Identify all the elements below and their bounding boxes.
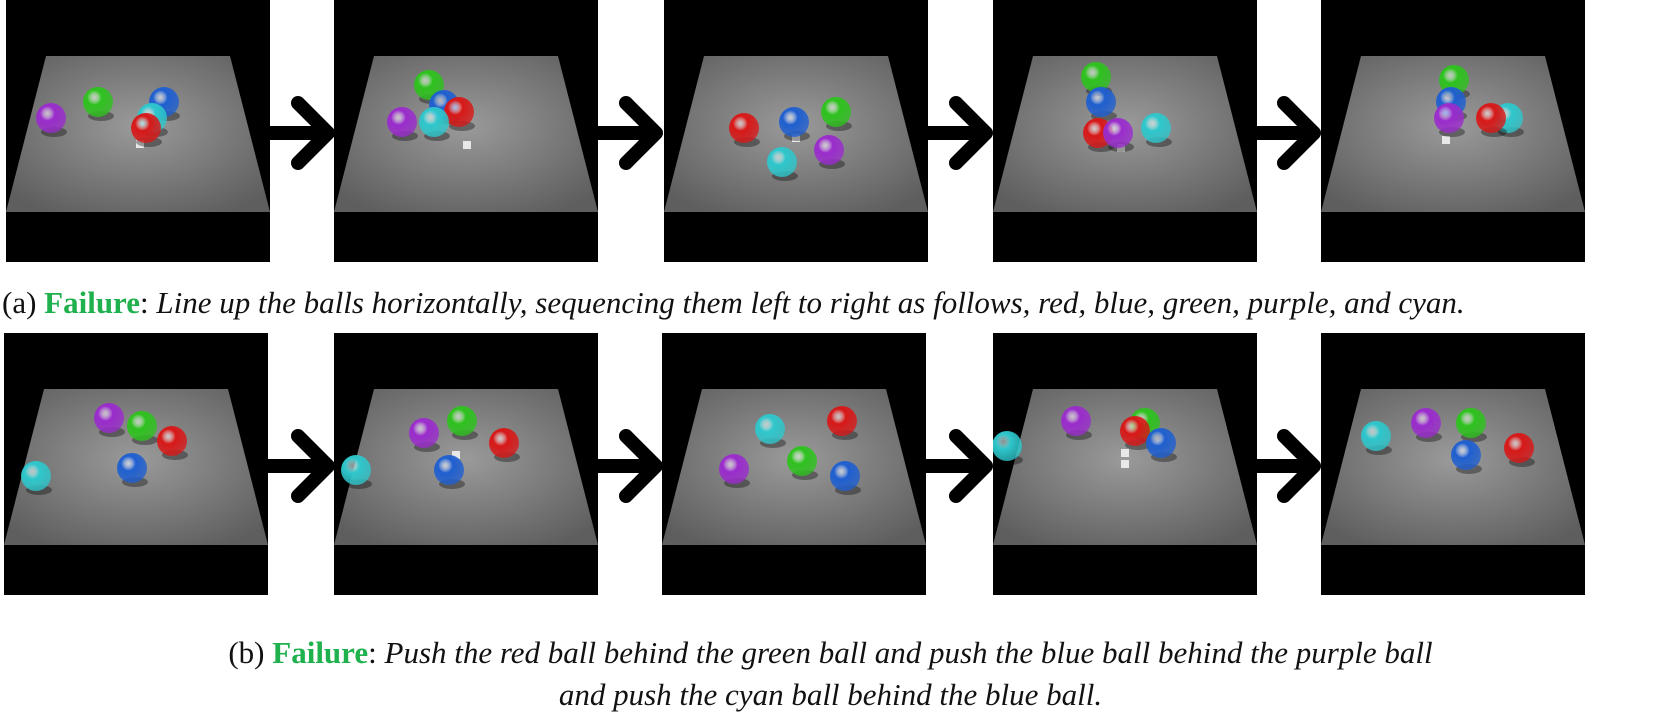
frame-a-5 xyxy=(1321,0,1585,262)
green-ball xyxy=(447,406,477,436)
purple-ball xyxy=(1434,103,1464,133)
arrow-right-icon xyxy=(256,96,335,170)
caption-b: (b) Failure: Push the red ball behind th… xyxy=(0,632,1661,715)
blue-ball xyxy=(830,461,860,491)
caption-b-instruction-1: Push the red ball behind the green ball … xyxy=(384,635,1433,670)
row-a xyxy=(0,0,1661,262)
caption-b-line-1: (b) Failure: Push the red ball behind th… xyxy=(0,632,1661,674)
frame-a-1 xyxy=(6,0,270,262)
gripper-marker xyxy=(463,141,471,149)
arrow-right-icon xyxy=(914,96,993,170)
gripper-marker xyxy=(1117,144,1125,152)
red-ball xyxy=(827,406,857,436)
frame-b-3 xyxy=(662,333,926,595)
caption-b-separator: : xyxy=(368,635,385,670)
green-ball xyxy=(1456,408,1486,438)
caption-b-instruction-2: and push the cyan ball behind the blue b… xyxy=(558,677,1103,712)
gripper-marker xyxy=(1121,460,1129,468)
cyan-ball xyxy=(1361,421,1391,451)
red-ball xyxy=(1120,416,1150,446)
arrow-right-icon xyxy=(584,96,663,170)
red-ball xyxy=(131,113,161,143)
purple-ball xyxy=(36,103,66,133)
purple-ball xyxy=(409,418,439,448)
gripper-marker xyxy=(1442,136,1450,144)
red-ball xyxy=(729,113,759,143)
purple-ball xyxy=(814,135,844,165)
gripper-marker xyxy=(136,140,144,148)
arrow-right-icon xyxy=(256,429,335,503)
cyan-ball xyxy=(21,461,51,491)
frame-b-5 xyxy=(1321,333,1585,595)
frame-a-2 xyxy=(334,0,598,262)
purple-ball xyxy=(719,454,749,484)
arrow-right-icon xyxy=(914,429,993,503)
arrow-right-icon xyxy=(1242,429,1321,503)
cyan-ball xyxy=(993,431,1022,461)
arrow-right-icon xyxy=(584,429,663,503)
red-ball xyxy=(444,97,474,127)
red-ball xyxy=(1504,433,1534,463)
caption-a-separator: : xyxy=(140,285,157,320)
blue-ball xyxy=(1146,428,1176,458)
green-ball xyxy=(787,446,817,476)
caption-a-prefix: (a) xyxy=(2,285,45,320)
blue-ball xyxy=(1086,87,1116,117)
caption-a-failure-tag: Failure xyxy=(44,285,141,320)
caption-a: (a) Failure: Line up the balls horizonta… xyxy=(2,282,1661,324)
table-surface xyxy=(334,56,598,212)
table-surface xyxy=(334,389,598,545)
cyan-ball xyxy=(755,414,785,444)
green-ball xyxy=(127,411,157,441)
red-ball xyxy=(157,426,187,456)
frame-a-3 xyxy=(664,0,928,262)
red-ball xyxy=(1476,103,1506,133)
caption-b-failure-tag: Failure xyxy=(272,635,369,670)
green-ball xyxy=(1439,65,1469,95)
table-surface xyxy=(1321,389,1585,545)
caption-b-prefix: (b) xyxy=(228,635,273,670)
green-ball xyxy=(1081,62,1111,92)
frame-b-4 xyxy=(993,333,1257,595)
cyan-ball xyxy=(1141,113,1171,143)
green-ball xyxy=(83,87,113,117)
purple-ball xyxy=(1061,406,1091,436)
arrow-right-icon xyxy=(1242,96,1321,170)
gripper-marker xyxy=(452,451,460,459)
frame-b-1 xyxy=(4,333,268,595)
purple-ball xyxy=(1411,408,1441,438)
blue-ball xyxy=(434,455,464,485)
frame-a-4 xyxy=(993,0,1257,262)
green-ball xyxy=(821,97,851,127)
frame-b-2 xyxy=(334,333,598,595)
blue-ball xyxy=(117,453,147,483)
purple-ball xyxy=(94,403,124,433)
cyan-ball xyxy=(767,147,797,177)
purple-ball xyxy=(387,107,417,137)
blue-ball xyxy=(1451,440,1481,470)
cyan-ball xyxy=(341,455,371,485)
gripper-marker xyxy=(1121,449,1129,457)
blue-ball xyxy=(779,107,809,137)
purple-ball xyxy=(1103,118,1133,148)
cyan-ball xyxy=(419,107,449,137)
row-b xyxy=(0,333,1661,595)
red-ball xyxy=(489,428,519,458)
caption-a-instruction: Line up the balls horizontally, sequenci… xyxy=(156,285,1465,320)
gripper-marker xyxy=(792,134,800,142)
table-surface xyxy=(1321,56,1585,212)
